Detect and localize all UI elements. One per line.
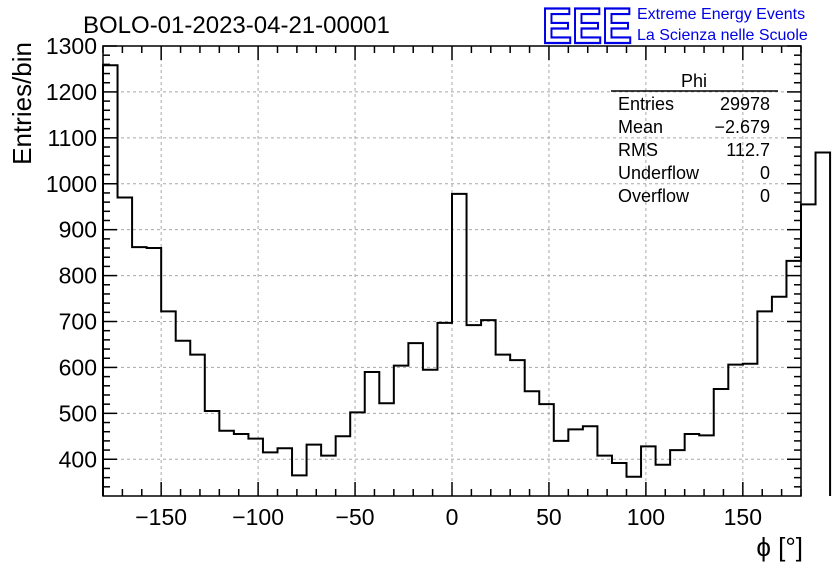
- y-tick-label: 700: [59, 309, 97, 335]
- axis-ticks: [102, 45, 802, 496]
- x-tick-label: −50: [336, 504, 375, 530]
- plot-frame: [102, 45, 802, 497]
- histogram-series-line: [102, 64, 832, 496]
- stats-row-label: Entries: [618, 94, 674, 114]
- stats-row-label: Overflow: [618, 186, 690, 206]
- eee-logo: EEE Extreme Energy Events La Scienza nel…: [541, 0, 808, 55]
- y-axis-label: Entries/bin: [7, 42, 37, 165]
- y-tick-label: 1200: [46, 79, 97, 105]
- x-tick-label: 150: [724, 504, 762, 530]
- eee-logo-line2: La Scienza nelle Scuole: [637, 27, 808, 44]
- stats-row-value: 112.7: [726, 140, 770, 160]
- chart-title: BOLO-01-2023-04-21-00001: [83, 12, 390, 39]
- x-axis-label: ϕ [°]: [756, 532, 803, 562]
- y-tick-label: 1100: [48, 125, 97, 151]
- stats-row-label: Underflow: [618, 163, 700, 183]
- y-tick-label: 1000: [46, 171, 97, 197]
- eee-logo-line1: Extreme Energy Events: [637, 6, 805, 23]
- x-tick-label: −100: [232, 504, 284, 530]
- stats-row-value: 0: [760, 163, 770, 183]
- stats-row-value: 0: [760, 186, 770, 206]
- stats-box: Phi Entries 29978 Mean −2.679 RMS 112.7 Underf…: [611, 71, 778, 206]
- eee-logo-letters: EEE: [542, 0, 632, 54]
- x-tick-label: 0: [446, 504, 459, 530]
- stats-box-rows: Entries 29978 Mean −2.679 RMS 112.7 Underflow 0…: [618, 94, 770, 206]
- stats-row-label: RMS: [618, 140, 658, 160]
- x-tick-label: −150: [135, 504, 187, 530]
- y-tick-label: 800: [59, 263, 97, 289]
- y-tick-label: 900: [59, 217, 97, 243]
- stats-box-title: Phi: [681, 71, 707, 91]
- stats-row-label: Mean: [618, 117, 663, 137]
- x-tick-label: 100: [627, 504, 665, 530]
- y-axis-tick-labels: 400 500 600 700 800 900 1000 1100 1200 1300: [46, 33, 97, 472]
- y-tick-label: 500: [59, 400, 97, 426]
- y-tick-label: 400: [59, 446, 97, 472]
- stats-row-value: −2.679: [714, 117, 770, 137]
- x-axis-tick-labels: −150 −100 −50 0 50 100 150: [135, 504, 762, 530]
- y-tick-label: 600: [59, 354, 97, 380]
- stats-row-value: 29978: [720, 94, 770, 114]
- x-tick-label: 50: [536, 504, 562, 530]
- y-tick-label: 1300: [46, 33, 97, 59]
